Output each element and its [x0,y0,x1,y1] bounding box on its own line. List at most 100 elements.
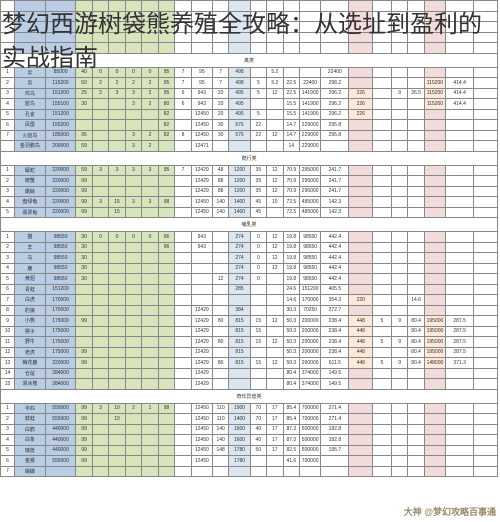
cell [92,305,108,316]
cell: 12450 [191,435,212,446]
cell: 翡翠龟 [15,207,46,218]
cell: 1200 [229,165,250,176]
cell [408,456,424,467]
cell [229,368,250,379]
table-row: 3鸡乌1512002523329569432049551222.51419002… [1,88,498,99]
cell: 12450 [191,197,212,208]
cell [349,414,373,425]
cell [92,120,108,131]
cell: 354.3 [321,295,349,306]
cell: 142.3 [321,207,349,218]
cell: 226 [349,99,373,110]
cell [446,435,474,446]
cell [158,263,174,274]
cell [446,242,474,253]
cell: 87.3 [283,435,299,446]
cell [158,445,174,456]
cell [474,130,498,141]
cell: 99 [76,197,92,208]
cell: 1 [1,232,15,243]
cell [474,295,498,306]
cell: 495 [229,88,250,99]
cell [250,295,266,306]
cell: 151200 [300,284,321,295]
cell: 梅花鹿 [15,358,46,369]
cell [212,305,228,316]
cell [92,368,108,379]
cell: 蟾蜍 [15,186,46,197]
cell [446,176,474,187]
cell [125,176,141,187]
cell [408,414,424,425]
cell: 200000 [45,141,76,152]
table-row: 4蓝鸟15510030328069432049515.5141900296.22… [1,99,498,110]
cell [391,403,407,414]
cell: 12471 [191,141,212,152]
cell [175,232,191,243]
cell [212,295,228,306]
cell [125,284,141,295]
cell: 9 [1,316,15,327]
cell: 3 [1,186,15,197]
cell [446,141,474,152]
cell [109,130,125,141]
table-row: 12老虎175000991242981550.3200000238.444880… [1,347,498,358]
cell [408,197,424,208]
cell [92,263,108,274]
cell: 98 [158,403,174,414]
cell: 185000 [45,130,76,141]
cell [142,274,158,285]
cell: 272.7 [321,305,349,316]
cell: 99 [76,456,92,467]
cell [109,305,125,316]
cell: 15 [1,379,15,390]
cell [158,186,174,197]
table-row: 3蟾蜍2200009912429881200351270.9295000241.… [1,186,498,197]
cell [125,274,141,285]
cell: 4 [1,197,15,208]
cell [373,232,392,243]
cell [142,424,158,435]
cell: 15 [109,197,125,208]
cell: 金羽鹏鸟 [15,141,46,152]
cell: 220000 [45,197,76,208]
cell: 99 [76,414,92,425]
cell [191,295,212,306]
cell [109,379,125,390]
cell [408,120,424,131]
cell [142,284,158,295]
cell: 48 [212,165,228,176]
cell [391,347,407,358]
cell: 274 [229,263,250,274]
cell [229,141,250,152]
cell [349,263,373,274]
cell [373,130,392,141]
cell [267,284,283,295]
cell [300,466,321,477]
cell: 12450 [191,120,212,131]
cell: 45 [250,197,266,208]
cell [474,109,498,120]
cell [408,284,424,295]
cell [175,274,191,285]
cell [175,141,191,152]
cell [250,99,266,110]
cell: 30.3 [283,305,299,316]
cell [109,358,125,369]
cell: 15 [250,326,266,337]
cell: 700000 [300,414,321,425]
cell [424,120,445,131]
cell [109,466,125,477]
cell [424,368,445,379]
cell [373,326,392,337]
cell: 12429 [191,186,212,197]
cell: 5 [1,207,15,218]
cell [408,109,424,120]
cell [92,99,108,110]
table-row: 7白虎17000014.6170000354.322014.6 [1,295,498,306]
cell [424,305,445,316]
section-title: 奇珍异兽类 [1,389,498,403]
cell [175,347,191,358]
cell: 384 [229,305,250,316]
cell [250,466,266,477]
